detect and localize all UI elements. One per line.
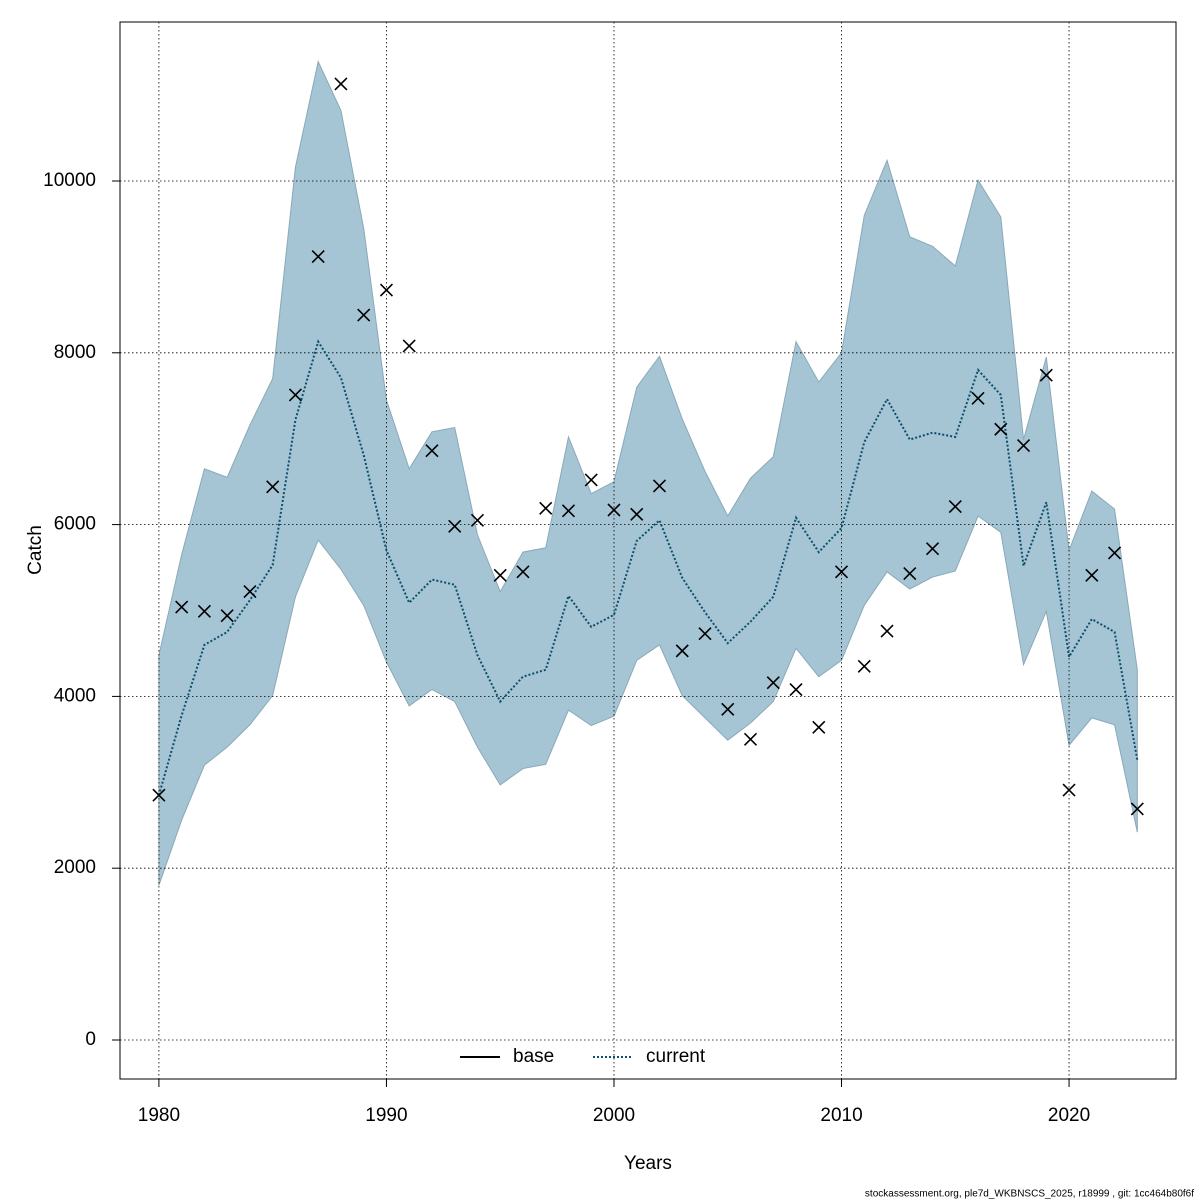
observed-point: [197, 604, 211, 618]
observed-point: [630, 507, 644, 521]
x-tick-label: 2010: [820, 1105, 862, 1126]
observed-point: [493, 568, 507, 582]
y-tick-label: 4000: [54, 685, 96, 706]
observed-point: [561, 504, 576, 518]
observed-point: [1016, 439, 1031, 453]
observed-point: [448, 519, 462, 533]
observed-point: [1062, 783, 1076, 797]
observed-point: [880, 624, 894, 638]
observed-point: [721, 702, 735, 716]
y-tick-label: 6000: [54, 514, 96, 535]
x-tick-label: 2000: [593, 1105, 635, 1126]
observed-point: [675, 644, 689, 658]
observed-point: [516, 565, 530, 579]
observed-point: [652, 479, 667, 493]
observed-point: [789, 682, 803, 697]
observed-point: [766, 676, 780, 690]
x-axis-label: Years: [624, 1153, 672, 1174]
observed-point: [243, 585, 257, 599]
observed-point: [175, 600, 189, 614]
observed-point: [311, 250, 325, 264]
observed-point: [971, 391, 985, 405]
observed-point: [1039, 368, 1053, 382]
legend-label: current: [646, 1046, 706, 1067]
observed-point: [812, 720, 826, 734]
x-tick-label: 1980: [138, 1105, 180, 1126]
observed-point: [379, 283, 394, 297]
observed-point: [857, 659, 871, 673]
observed-point: [925, 542, 940, 556]
observed-point: [539, 501, 553, 515]
observed-point: [948, 499, 962, 514]
observed-point: [470, 513, 485, 527]
confidence-band: [158, 60, 1138, 886]
observed-point: [266, 480, 280, 494]
observed-point: [834, 565, 849, 579]
y-tick-label: 2000: [54, 857, 96, 878]
observed-point: [152, 788, 166, 802]
observed-point: [1085, 568, 1099, 582]
legend-label: base: [513, 1046, 554, 1067]
observed-point: [584, 473, 598, 487]
x-tick-label: 1990: [365, 1105, 407, 1126]
y-axis-label: Catch: [25, 525, 46, 575]
observed-point: [288, 388, 302, 402]
observed-point: [1107, 546, 1122, 560]
y-tick-label: 0: [85, 1029, 96, 1050]
x-tick-label: 2020: [1048, 1105, 1090, 1126]
observed-point: [334, 77, 348, 91]
y-tick-label: 8000: [54, 342, 96, 363]
observed-point: [607, 503, 621, 517]
observed-point: [220, 609, 234, 623]
observed-point: [903, 566, 917, 581]
y-tick-label: 10000: [43, 170, 96, 191]
observed-point: [357, 308, 371, 322]
observed-point: [402, 339, 416, 353]
observed-point: [698, 627, 712, 641]
observed-point: [425, 444, 439, 458]
footer: stockassessment.org, ple7d_WKBNSCS_2025,…: [865, 1189, 1194, 1200]
observed-point: [1130, 802, 1144, 816]
observed-point: [994, 422, 1008, 436]
observed-point: [743, 732, 758, 746]
estimate-line: [157, 339, 1139, 796]
